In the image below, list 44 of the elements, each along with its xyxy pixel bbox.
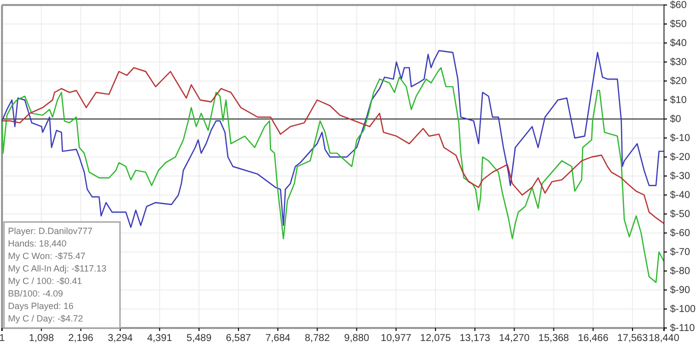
annotation: Days Played: 16	[8, 301, 74, 311]
y-tick-label: $10	[670, 95, 688, 106]
x-tick-label: 13,173	[460, 333, 491, 344]
y-tick-label: $-30	[670, 171, 690, 182]
y-tick-label: $-90	[670, 285, 690, 296]
y-tick-label: $-80	[670, 266, 690, 278]
x-tick-label: 6,587	[226, 333, 252, 344]
y-tick-label: $20	[670, 76, 688, 88]
x-tick-label: 12,075	[420, 333, 452, 344]
x-tick-label: 1	[0, 333, 6, 344]
y-tick-label: $50	[670, 19, 688, 30]
annotation: My C Won: -$75.47	[8, 251, 86, 261]
y-tick-label: $-100	[670, 304, 696, 316]
x-tick-label: 5,489	[186, 333, 212, 344]
x-tick-label: 15,368	[538, 333, 570, 344]
y-tick-label: $40	[670, 38, 688, 50]
y-tick-label: $-40	[670, 190, 690, 202]
annotation: BB/100: -4.09	[8, 288, 64, 298]
y-tick-label: $-110	[670, 323, 696, 334]
y-tick-label: $30	[670, 57, 688, 68]
x-tick-label: 1,098	[28, 333, 54, 344]
y-tick-label: $-10	[670, 133, 690, 144]
y-tick-label: $-50	[670, 209, 690, 220]
x-tick-label: 4,391	[147, 333, 173, 344]
annotation: My C / 100: -$0.41	[8, 276, 82, 286]
y-tick-label: $-60	[670, 228, 690, 240]
y-tick-label: $-20	[670, 152, 690, 164]
x-tick-label: 16,466	[578, 333, 609, 344]
x-tick-label: 10,977	[380, 333, 412, 344]
annotation: My C / Day: -$4.72	[8, 314, 84, 324]
y-tick-label: $60	[670, 0, 688, 12]
x-tick-label: 17,563	[617, 333, 648, 344]
x-tick-label: 9,880	[344, 333, 370, 344]
annotation: Hands: 18,440	[8, 238, 67, 248]
x-tick-label: 2,196	[68, 333, 94, 344]
y-tick-label: $-70	[670, 247, 690, 258]
annotation: Player: D.Danilov777	[8, 226, 93, 236]
x-tick-label: 3,294	[108, 333, 134, 344]
y-tick-label: $0	[670, 114, 682, 126]
annotation: My C All-In Adj: -$117.13	[8, 264, 106, 274]
x-tick-label: 14,270	[498, 333, 530, 344]
x-tick-label: 8,782	[304, 333, 330, 344]
x-tick-label: 18,440	[648, 333, 680, 344]
x-tick-label: 7,684	[265, 333, 291, 344]
